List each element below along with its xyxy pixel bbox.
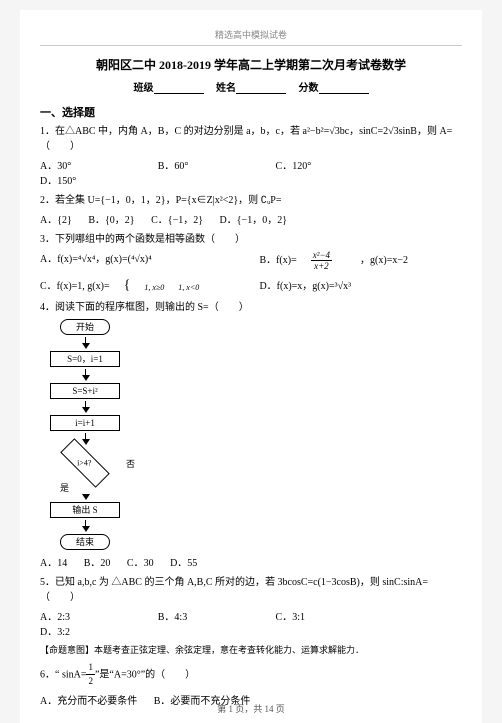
q1-opts: A．30° B．60° C．120° D．150° (40, 157, 462, 187)
q4-opt-c: C．30 (127, 554, 154, 569)
q2-opt-b: B．{0，2} (88, 211, 134, 226)
score-label: 分数 (299, 83, 319, 94)
page-footer: 第 1 页，共 14 页 (20, 702, 482, 715)
q5-text: 5．已知 a,b,c 为 △ABC 的三个角 A,B,C 所对的边，若 3bco… (40, 575, 462, 605)
q4-opt-d: D．55 (170, 554, 197, 569)
q3-opt-d: D．f(x)=x，g(x)=³√x³ (259, 277, 462, 294)
q4-opt-a: A．14 (40, 554, 67, 569)
q1-opt-c: C．120° (276, 157, 377, 172)
exam-page: 精选高中模拟试卷 朝阳区二中 2018-2019 学年高二上学期第二次月考试卷数… (20, 10, 482, 723)
class-blank (154, 84, 204, 94)
q2-opt-a: A．{2} (40, 211, 72, 226)
fc-sum: S=S+i² (50, 383, 120, 399)
frac-half-icon: 12 (86, 661, 95, 689)
section-heading: 一、选择题 (40, 104, 462, 120)
q5-hint: 【命题意图】本题考查正弦定理、余弦定理，意在考查转化能力、运算求解能力． (40, 644, 462, 658)
q5-opt-d: D．3:2 (40, 623, 141, 638)
q5-opt-a: A．2:3 (40, 608, 141, 623)
fc-end: 结束 (60, 534, 110, 550)
exam-title: 朝阳区二中 2018-2019 学年高二上学期第二次月考试卷数学 (40, 56, 462, 73)
q2-opt-c: C．{−1，2} (151, 211, 203, 226)
q3-opt-b: B．f(x)=x²−4x+2，g(x)=x−2 (259, 250, 462, 271)
q5-opt-c: C．3:1 (276, 608, 377, 623)
q5-opts: A．2:3 B．4:3 C．3:1 D．3:2 (40, 608, 462, 638)
fc-init: S=0，i=1 (50, 351, 120, 367)
fc-inc: i=i+1 (50, 415, 120, 431)
class-label: 班级 (134, 83, 154, 94)
q4-text: 4．阅读下面的程序框图，则输出的 S=（ ） (40, 300, 462, 315)
q4-opt-b: B．20 (84, 554, 111, 569)
name-blank (236, 84, 286, 94)
fc-no-label: 否 (126, 457, 135, 470)
q3-opt-c: C．f(x)=1, g(x)={1, x≥01, x<0 (40, 277, 259, 294)
q1-opt-b: B．60° (158, 157, 259, 172)
arrow-down-icon (82, 494, 90, 500)
arrow-down-icon (82, 407, 90, 413)
score-blank (319, 84, 369, 94)
q1-text: 1．在△ABC 中，内角 A，B，C 的对边分别是 a，b，c，若 a²−b²=… (40, 124, 462, 154)
q2-text: 2．若全集 U={−1，0，1，2}，P={x∈Z|x²<2}，则 ∁ᵤP= (40, 193, 462, 208)
name-label: 姓名 (216, 83, 236, 94)
blanks-row: 班级 姓名 分数 (40, 79, 462, 94)
q6-text: 6．“ sinA=12”是“A=30°”的（ ） (40, 661, 462, 689)
q1-opt-d: D．150° (40, 172, 141, 187)
q4-opts: A．14 B．20 C．30 D．55 (40, 554, 462, 569)
q3-text: 3．下列哪组中的两个函数是相等函数（ ） (40, 232, 462, 247)
q2-opt-d: D．{−1，0，2} (220, 211, 287, 226)
q3-opt-a: A．f(x)=⁴√x⁴，g(x)=(⁴√x)⁴ (40, 250, 259, 271)
fc-output: 输出 S (50, 502, 120, 518)
q3-opts-row1: A．f(x)=⁴√x⁴，g(x)=(⁴√x)⁴ B．f(x)=x²−4x+2，g… (40, 250, 462, 271)
q3-opts-row2: C．f(x)=1, g(x)={1, x≥01, x<0 D．f(x)=x，g(… (40, 277, 462, 294)
frac-icon: x²−4x+2 (311, 250, 346, 271)
top-label: 精选高中模拟试卷 (40, 28, 462, 46)
arrow-down-icon (82, 526, 90, 532)
q5-opt-b: B．4:3 (158, 608, 259, 623)
arrow-down-icon (82, 375, 90, 381)
fc-start: 开始 (60, 319, 110, 335)
arrow-down-icon (82, 343, 90, 349)
flowchart: 开始 S=0，i=1 S=S+i² i=i+1 i>4? 否 是 输出 S 结束 (50, 319, 462, 550)
q1-opt-a: A．30° (40, 157, 141, 172)
q2-opts: A．{2} B．{0，2} C．{−1，2} D．{−1，0，2} (40, 211, 462, 226)
fc-yes-label: 是 (60, 481, 462, 494)
